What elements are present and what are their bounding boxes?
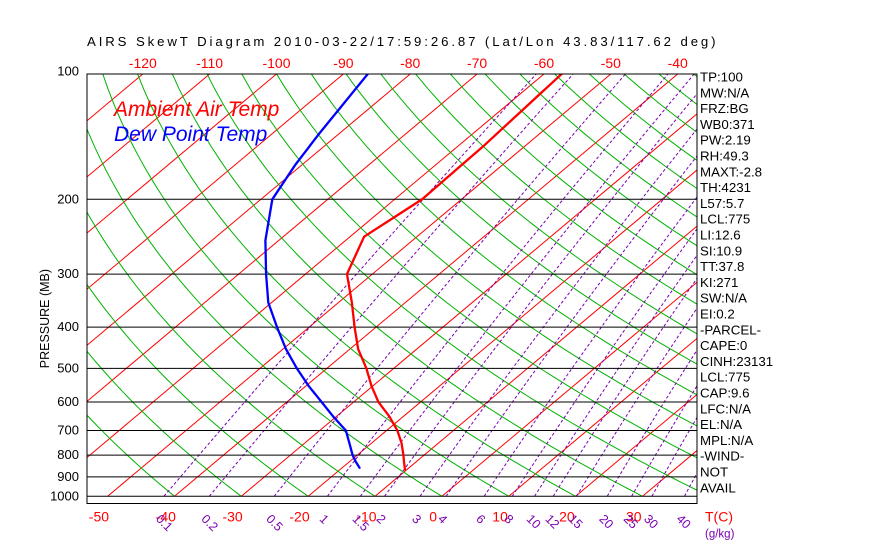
svg-text:1000: 1000 <box>50 488 79 503</box>
svg-text:SW:N/A: SW:N/A <box>700 291 747 306</box>
svg-text:800: 800 <box>57 447 79 462</box>
svg-text:-120: -120 <box>129 55 157 71</box>
svg-text:AIRS SkewT Diagram 2010-03-22: AIRS SkewT Diagram 2010-03-22/17:59:26.8… <box>87 34 718 49</box>
svg-text:Ambient Air Temp: Ambient Air Temp <box>112 98 279 121</box>
svg-text:CAPE:0: CAPE:0 <box>700 338 747 353</box>
svg-text:SI:10.9: SI:10.9 <box>700 243 742 258</box>
svg-text:-60: -60 <box>534 55 554 71</box>
svg-text:KI:271: KI:271 <box>700 275 738 290</box>
svg-text:T(C): T(C) <box>705 509 733 525</box>
svg-text:NOT: NOT <box>700 465 728 480</box>
svg-text:AVAIL: AVAIL <box>700 480 736 495</box>
svg-text:TH:4231: TH:4231 <box>700 180 751 195</box>
svg-text:300: 300 <box>57 266 79 281</box>
svg-text:-50: -50 <box>601 55 621 71</box>
svg-text:-70: -70 <box>467 55 487 71</box>
svg-text:-WIND-: -WIND- <box>700 449 744 464</box>
svg-text:MW:N/A: MW:N/A <box>700 85 749 100</box>
svg-text:L57:5.7: L57:5.7 <box>700 196 744 211</box>
svg-text:CAP:9.6: CAP:9.6 <box>700 386 750 401</box>
svg-text:EI:0.2: EI:0.2 <box>700 307 735 322</box>
svg-text:Dew Point Temp: Dew Point Temp <box>114 123 267 146</box>
svg-text:RH:49.3: RH:49.3 <box>700 149 749 164</box>
svg-text:LCL:775: LCL:775 <box>700 212 750 227</box>
svg-text:100: 100 <box>57 63 79 78</box>
svg-text:WB0:371: WB0:371 <box>700 117 755 132</box>
svg-text:LCL:775: LCL:775 <box>700 370 750 385</box>
svg-text:-100: -100 <box>262 55 290 71</box>
svg-text:PW:2.19: PW:2.19 <box>700 133 751 148</box>
svg-text:400: 400 <box>57 319 79 334</box>
svg-text:-PARCEL-: -PARCEL- <box>700 322 761 337</box>
svg-text:200: 200 <box>57 191 79 206</box>
svg-text:-50: -50 <box>89 509 109 525</box>
svg-text:-40: -40 <box>668 55 688 71</box>
svg-text:600: 600 <box>57 394 79 409</box>
svg-text:-30: -30 <box>222 509 242 525</box>
svg-text:LI:12.6: LI:12.6 <box>700 228 741 243</box>
svg-text:900: 900 <box>57 469 79 484</box>
svg-text:-90: -90 <box>333 55 353 71</box>
svg-text:CINH:23131: CINH:23131 <box>700 354 773 369</box>
svg-text:PRESSURE (MB): PRESSURE (MB) <box>38 269 52 368</box>
svg-text:700: 700 <box>57 423 79 438</box>
svg-text:FRZ:BG: FRZ:BG <box>700 101 749 116</box>
svg-text:-110: -110 <box>196 55 223 71</box>
svg-text:MAXT:-2.8: MAXT:-2.8 <box>700 164 762 179</box>
svg-text:MPL:N/A: MPL:N/A <box>700 433 753 448</box>
svg-text:TP:100: TP:100 <box>700 70 743 85</box>
svg-text:500: 500 <box>57 360 79 375</box>
svg-text:LFC:N/A: LFC:N/A <box>700 401 751 416</box>
svg-text:TT:37.8: TT:37.8 <box>700 259 744 274</box>
svg-text:-80: -80 <box>400 55 420 71</box>
svg-text:(g/kg): (g/kg) <box>705 529 735 541</box>
svg-text:-20: -20 <box>289 509 309 525</box>
svg-text:EL:N/A: EL:N/A <box>700 417 742 432</box>
